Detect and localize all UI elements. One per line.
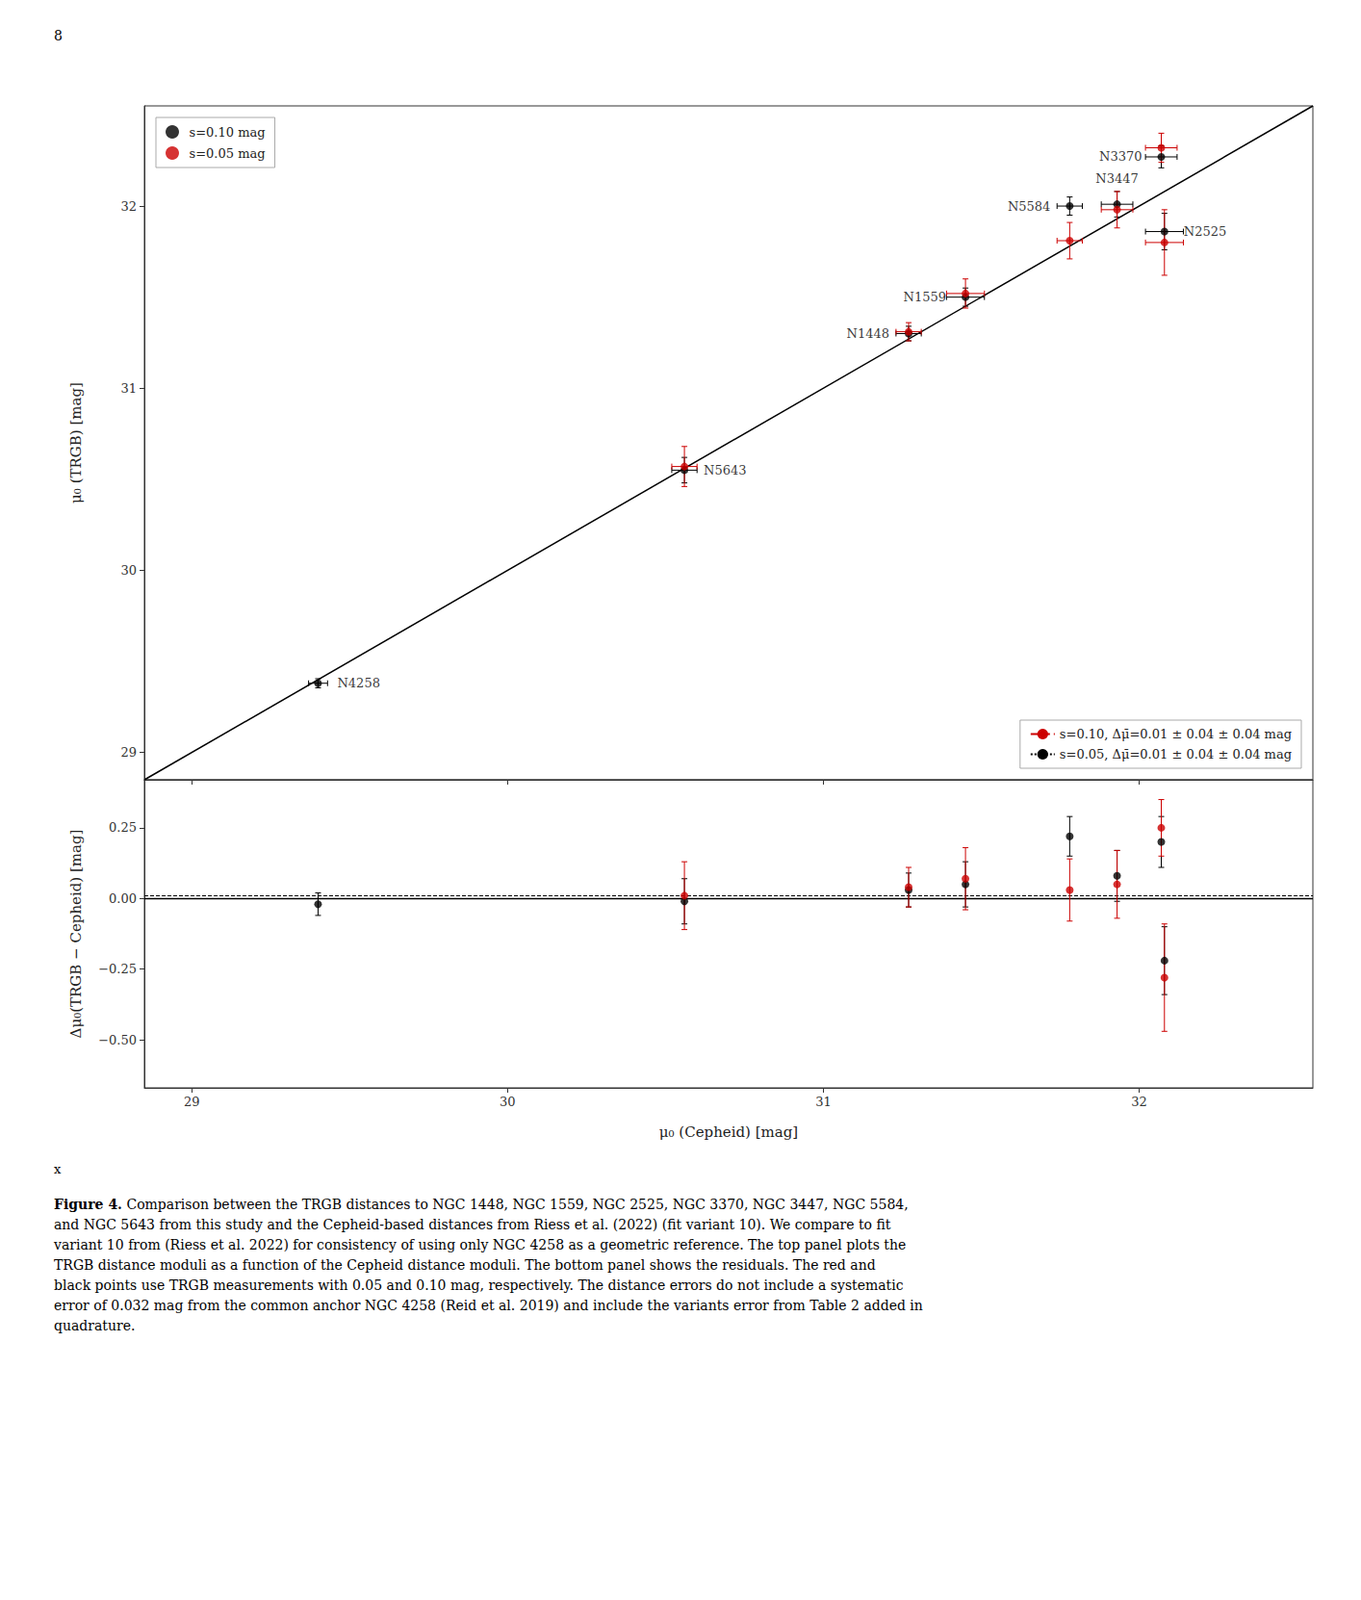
svg-text:N5584: N5584 [1007,199,1051,214]
svg-text:0.25: 0.25 [108,820,137,835]
svg-text:−0.50: −0.50 [98,1032,137,1048]
svg-text:31: 31 [815,1094,832,1109]
svg-text:29: 29 [183,1094,201,1109]
svg-text:variant 10 from (Riess et al.: variant 10 from (Riess et al. 2022) for … [52,1236,906,1253]
svg-text:μ₀ (Cepheid) [mag]: μ₀ (Cepheid) [mag] [659,1123,798,1141]
svg-text:x: x [53,1161,62,1177]
svg-text:black points use TRGB measurem: black points use TRGB measurements with … [53,1277,904,1293]
svg-text:N4258: N4258 [336,675,380,691]
svg-text:error of 0.032 mag from the co: error of 0.032 mag from the common ancho… [53,1297,924,1313]
svg-text:s=0.10 mag: s=0.10 mag [189,125,266,140]
svg-text:and NGC 5643 from this study a: and NGC 5643 from this study and the Cep… [53,1216,892,1233]
svg-text:8: 8 [53,27,63,44]
svg-text:−0.25: −0.25 [98,961,137,976]
svg-text:N5643: N5643 [703,462,746,478]
svg-text:N1559: N1559 [903,289,947,305]
svg-text:32: 32 [1130,1094,1148,1109]
svg-text:Figure 4.: Figure 4. [53,1196,123,1212]
svg-text:s=0.10, Δμ̄=0.01 ± 0.04 ± 0.04: s=0.10, Δμ̄=0.01 ± 0.04 ± 0.04 mag [1059,726,1292,742]
svg-text:Comparison between the TRGB di: Comparison between the TRGB distances to… [122,1196,909,1212]
svg-text:0.00: 0.00 [108,891,137,906]
svg-text:30: 30 [499,1094,516,1109]
svg-text:29: 29 [120,744,137,760]
svg-text:s=0.05, Δμ̄=0.01 ± 0.04 ± 0.04: s=0.05, Δμ̄=0.01 ± 0.04 ± 0.04 mag [1059,746,1292,762]
svg-text:μ₀ (TRGB) [mag]: μ₀ (TRGB) [mag] [67,382,85,504]
svg-text:N2525: N2525 [1183,224,1227,239]
svg-text:32: 32 [120,199,137,214]
svg-text:31: 31 [120,381,137,396]
svg-text:s=0.05 mag: s=0.05 mag [189,146,266,161]
svg-text:Δμ₀(TRGB − Cepheid) [mag]: Δμ₀(TRGB − Cepheid) [mag] [67,829,85,1039]
svg-text:N1448: N1448 [847,326,890,341]
svg-text:quadrature.: quadrature. [53,1317,135,1334]
svg-text:N3370: N3370 [1099,149,1142,164]
svg-text:N3447: N3447 [1095,171,1138,186]
svg-text:30: 30 [120,563,137,578]
svg-text:TRGB distance moduli as a func: TRGB distance moduli as a function of th… [53,1257,876,1273]
